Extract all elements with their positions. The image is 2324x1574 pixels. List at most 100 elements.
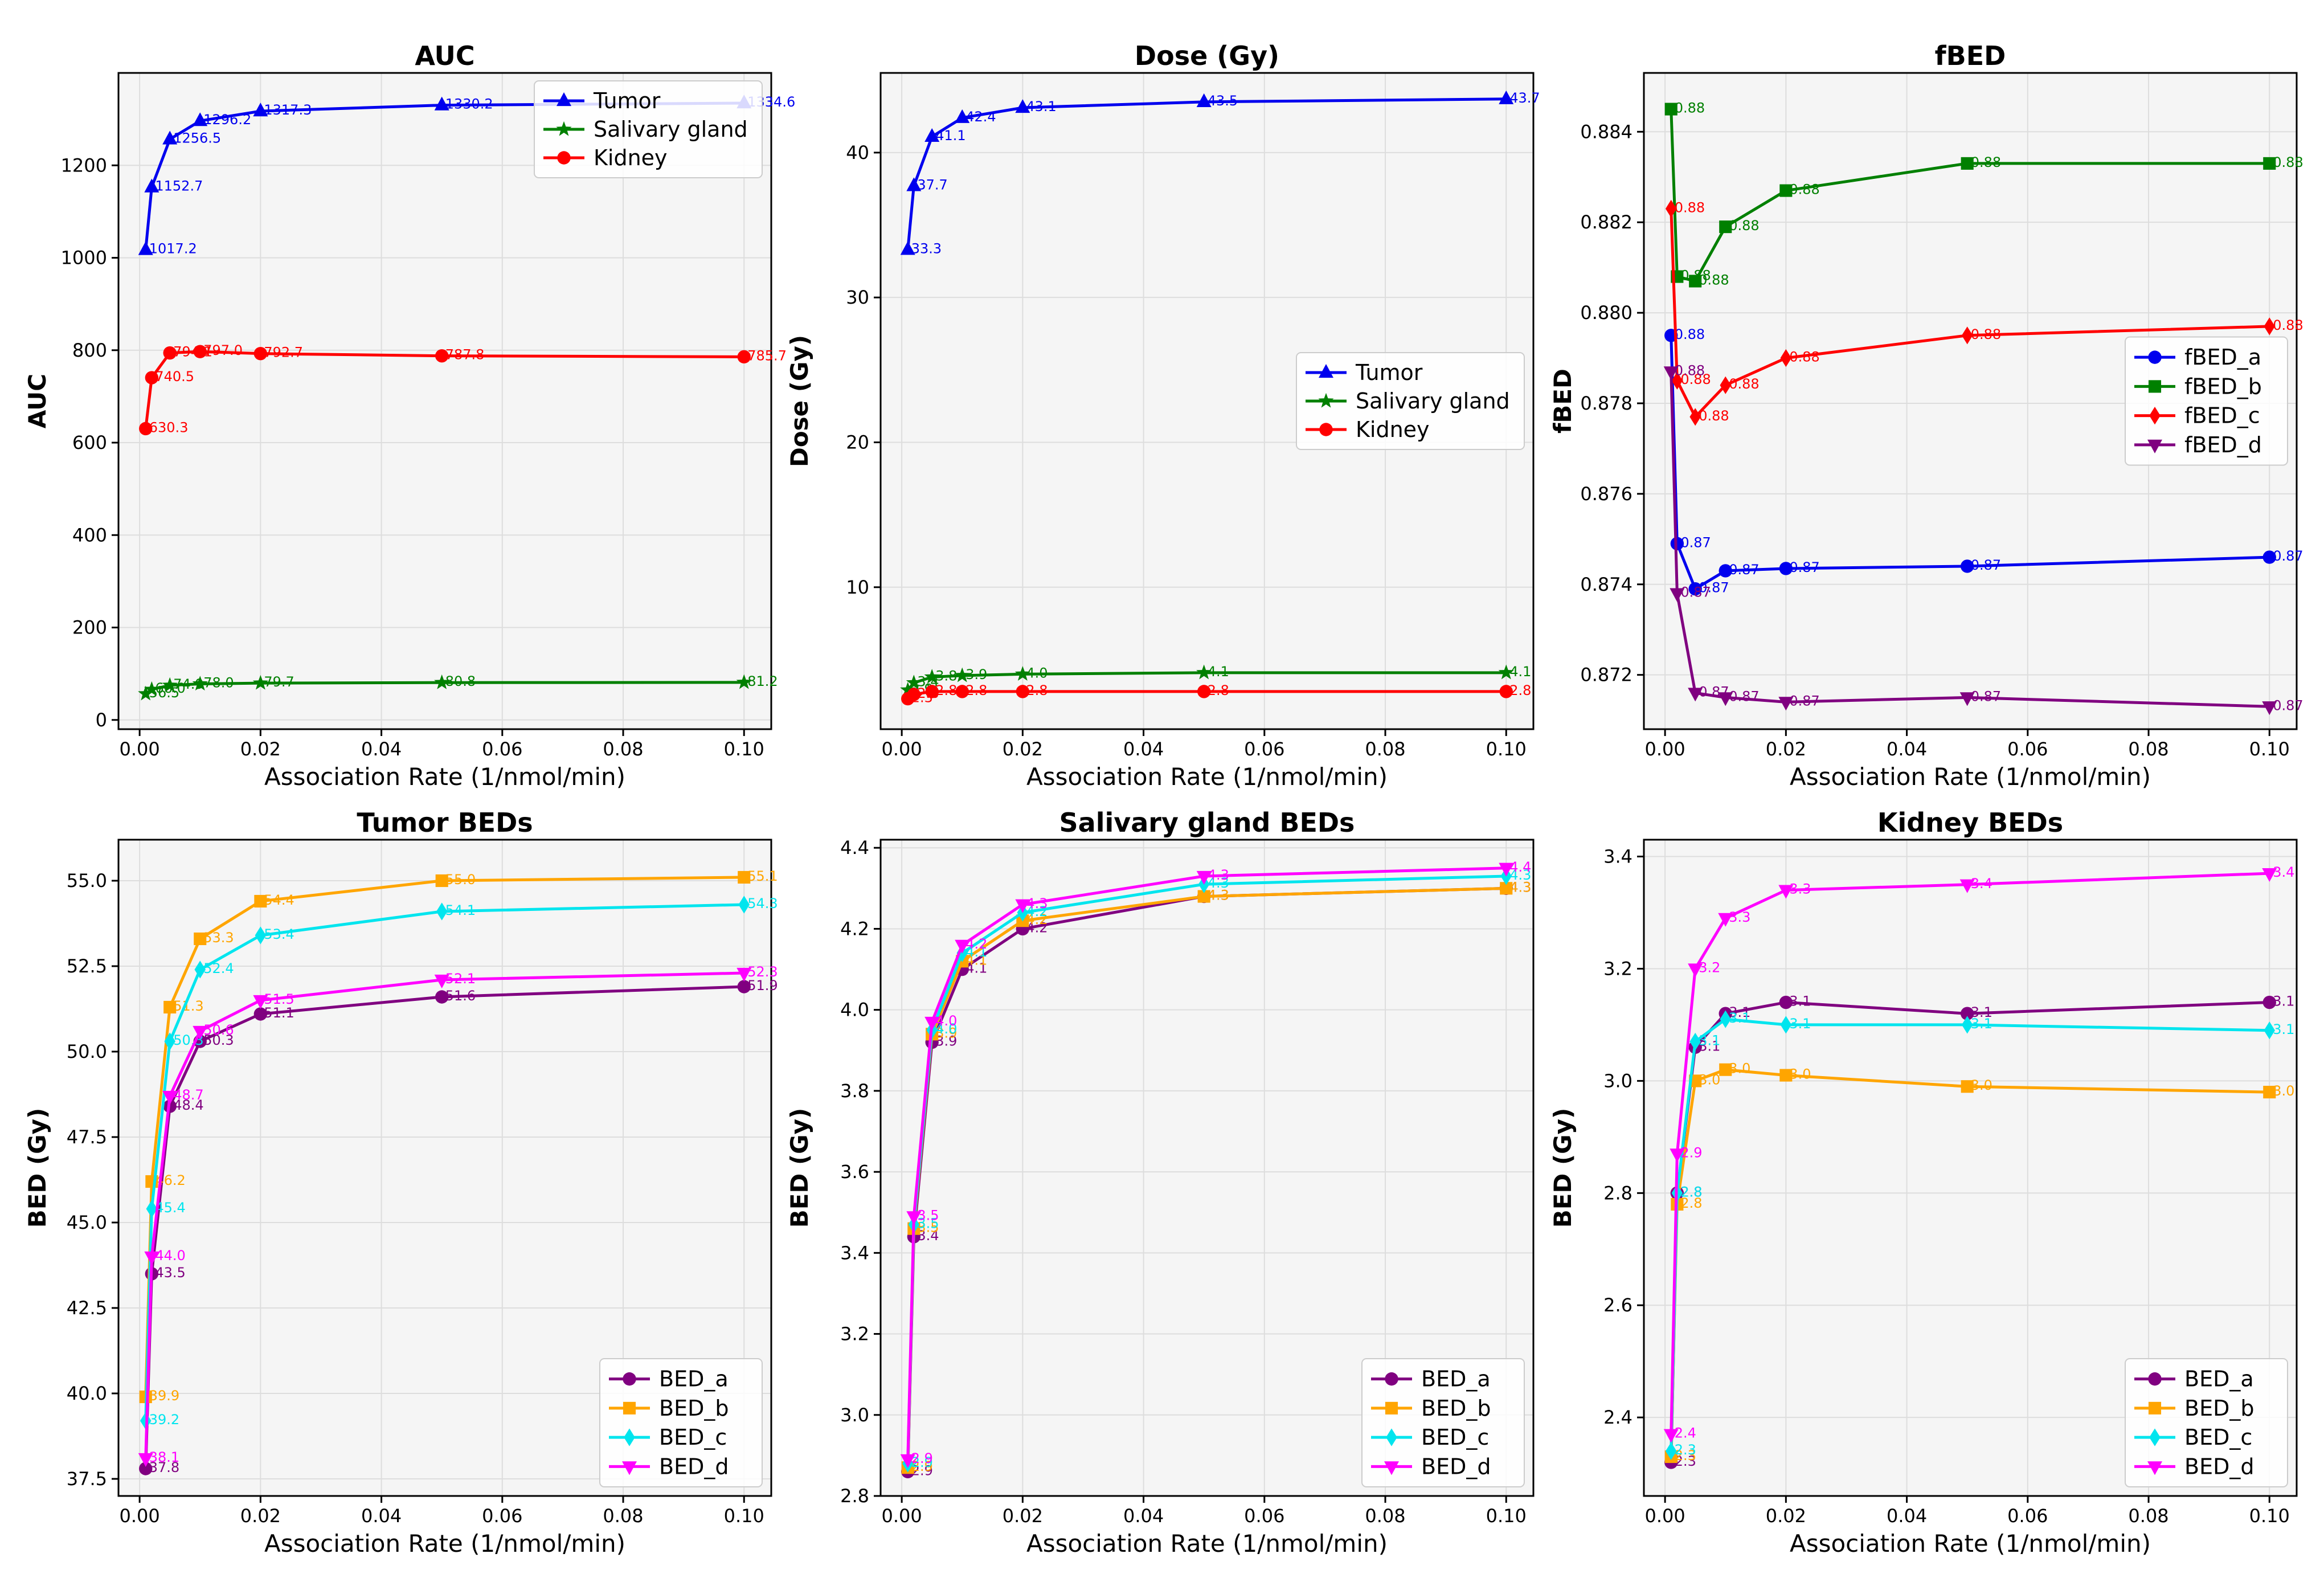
data-label: 4.1 [965,944,987,960]
legend-marker [1318,393,1334,408]
legend: BED_a BED_b BED_c BED_d [2125,1358,2288,1487]
data-label: 3.0 [1699,1072,1720,1088]
data-point [924,669,940,684]
data-label: 2.8 [1509,682,1531,698]
data-point [1780,349,1792,367]
data-label: 3.1 [1789,994,1811,1009]
data-label: 3.1 [1729,1004,1750,1020]
data-label: 55.0 [445,872,476,888]
y-tick-label: 0.872 [1580,664,1632,686]
x-tick-label: 0.00 [1645,738,1685,760]
data-label: 3.1 [1971,1016,1992,1032]
chart-title: AUC [415,40,474,71]
x-tick-label: 0.04 [1123,1505,1164,1527]
data-label: 0.87 [1680,534,1711,550]
data-point [1780,1016,1792,1034]
data-point [1779,184,1793,197]
y-tick-label: 0.878 [1580,393,1632,414]
data-label: 0.88 [1699,272,1729,288]
data-label: 4.1 [1509,664,1531,680]
legend-box [1296,352,1525,450]
data-label: 43.5 [155,1265,185,1281]
data-point [253,346,268,361]
data-label: 4.3 [1026,896,1048,911]
data-point [162,130,178,145]
data-point [138,1453,153,1467]
data-label: 4.3 [1509,879,1531,895]
data-label: 4.1 [965,952,987,968]
x-tick-label: 0.02 [1766,1505,1806,1527]
data-label: 51.9 [747,978,778,994]
legend-marker [623,1401,636,1414]
chart-title: Tumor BEDs [357,807,533,838]
data-point [1720,376,1731,394]
y-tick-label: 3.4 [840,1242,869,1264]
legend: Tumor Salivary gland Kidney [534,80,763,178]
data-point [1961,1080,1974,1093]
x-tick-label: 0.06 [1244,1505,1284,1527]
data-point [193,112,208,126]
data-point [1196,870,1212,885]
data-point [253,103,268,117]
data-label: 0.88 [1789,182,1819,198]
data-label: 51.1 [264,1005,294,1021]
series-tumor: 33.3 37.7 41.142.4 43.1 43.5 43.7 [900,90,1540,256]
data-point [1196,664,1212,680]
data-point [1960,1007,1974,1020]
data-point [1719,1063,1732,1076]
data-label: 4.2 [1026,919,1048,935]
data-point [2264,317,2275,336]
data-label: 43.1 [1026,99,1056,115]
series-bed_d: 38.1 44.0 48.7 50.6 51.5 52.1 52.3 [138,964,778,1467]
data-point [1671,371,1683,390]
data-label: 41.1 [935,128,965,144]
y-tick-label: 47.5 [67,1126,107,1148]
data-point [192,676,208,691]
data-point [1718,692,1733,706]
data-label: 630.3 [149,419,189,435]
chart-panel-5: 0.00 0.02 0.04 0.06 0.08 0.10 2.8 3.0 3.2 3.4 3.6 3… [785,807,1535,1557]
y-tick-label: 10 [846,577,869,598]
data-label: 43.7 [1509,90,1540,106]
data-label: 1296.2 [203,112,251,128]
x-axis-label: Association Rate (1/nmol/min) [264,1530,625,1557]
data-label: 3.0 [1971,1077,1992,1093]
y-tick-label: 3.0 [1603,1070,1632,1091]
data-label: 54.4 [264,892,294,908]
data-label: 3.9 [935,1033,957,1049]
data-label: 0.88 [1675,100,1705,116]
data-label: 2.8 [965,682,987,698]
legend-label: Salivary gland [594,117,748,142]
data-label: 52.3 [747,964,778,980]
data-label: 4.3 [1208,888,1229,903]
data-label: 2.9 [911,1462,933,1478]
data-label: 3.9 [935,1025,957,1041]
y-tick-label: 3.0 [840,1404,869,1426]
data-label: 3.1 [1699,1032,1720,1048]
data-point [2262,868,2277,882]
data-point [1499,685,1513,698]
data-point [925,685,939,698]
axes-frame [879,839,1535,1497]
y-tick-label: 0.874 [1580,574,1632,595]
data-point [924,1016,940,1031]
legend-label: BED_d [659,1454,729,1479]
x-tick-label: 0.02 [1766,738,1806,760]
series-fbed_c: 0.880.880.880.880.880.880.88 [1666,199,2303,426]
data-label: 3.1 [2273,1021,2294,1037]
data-label: 740.5 [155,369,194,385]
data-point [1664,103,1677,116]
x-tick-label: 0.10 [2249,738,2290,760]
x-tick-label: 0.10 [724,738,764,760]
x-tick-label: 0.02 [1003,1505,1043,1527]
data-point [1779,1069,1793,1082]
data-label: 3.9 [965,667,987,682]
x-tick-label: 0.06 [482,738,522,760]
x-tick-label: 0.08 [2128,1505,2168,1527]
data-point [900,1454,915,1468]
data-point [906,177,922,191]
data-point [253,1007,268,1021]
data-label: 54.1 [445,902,476,918]
series-salivary-gland: 56.566.074.978.079.780.881.2 [138,673,778,701]
data-point [2262,701,2277,716]
